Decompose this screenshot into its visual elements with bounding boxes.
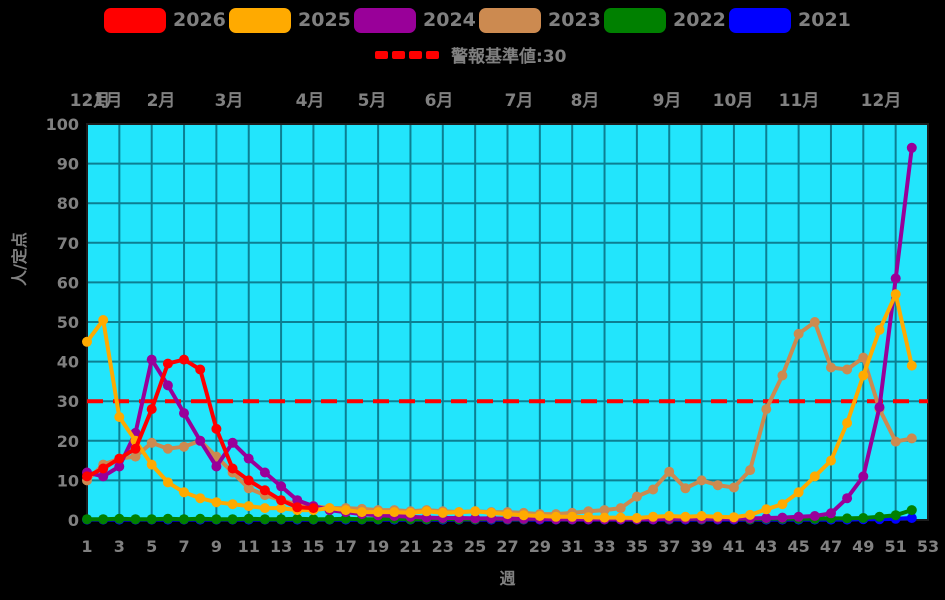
legend-item-2026: 2026 (104, 8, 229, 33)
x-tick-labels: 1 3 5 7 9 11 13 15 17 19 21 23 25 27 29 31 33 35 37 39 41 43 4… (81, 537, 939, 556)
svg-text:0: 0 (68, 511, 79, 530)
svg-text:7月: 7月 (505, 91, 534, 111)
svg-text:12月: 12月 (861, 91, 902, 111)
threshold-legend: 警報基準値:30 (375, 42, 566, 67)
svg-text:3: 3 (114, 537, 125, 556)
svg-text:45: 45 (787, 537, 809, 556)
legend-label: 2022 (673, 9, 726, 31)
legend-swatch (479, 8, 541, 33)
legend-item-2024: 2024 (354, 8, 479, 33)
legend-label: 2021 (798, 9, 851, 31)
svg-text:9月: 9月 (653, 91, 682, 111)
svg-text:13: 13 (270, 537, 292, 556)
legend-swatch (354, 8, 416, 33)
svg-text:12月: 12月 (70, 91, 111, 111)
svg-text:3月: 3月 (215, 91, 244, 111)
svg-text:7: 7 (178, 537, 189, 556)
y-tick-labels: 0 10 20 30 40 50 60 70 80 90 100 (46, 115, 79, 530)
svg-text:80: 80 (57, 194, 79, 213)
svg-text:23: 23 (432, 537, 454, 556)
svg-text:25: 25 (464, 537, 486, 556)
svg-text:40: 40 (57, 353, 79, 372)
svg-text:10月: 10月 (713, 91, 754, 111)
svg-text:21: 21 (399, 537, 421, 556)
legend-swatch (729, 8, 791, 33)
legend-item-2023: 2023 (479, 8, 604, 33)
svg-text:51: 51 (885, 537, 907, 556)
svg-text:1月: 1月 (94, 91, 123, 111)
svg-text:5月: 5月 (358, 91, 387, 111)
svg-text:49: 49 (852, 537, 874, 556)
svg-text:30: 30 (57, 392, 79, 411)
svg-text:31: 31 (561, 537, 583, 556)
y-axis-title: 人/定点 (10, 232, 29, 286)
svg-text:4月: 4月 (296, 91, 325, 111)
svg-text:9: 9 (211, 537, 222, 556)
svg-text:35: 35 (626, 537, 648, 556)
svg-text:1: 1 (81, 537, 92, 556)
svg-text:100: 100 (46, 115, 79, 134)
legend-item-2025: 2025 (229, 8, 354, 33)
legend: 2026 2025 2024 2023 2022 2021 (104, 8, 854, 33)
svg-text:37: 37 (658, 537, 680, 556)
legend-label: 2026 (173, 9, 226, 31)
svg-text:50: 50 (57, 313, 79, 332)
legend-swatch (104, 8, 166, 33)
svg-text:8月: 8月 (571, 91, 600, 111)
svg-text:15: 15 (302, 537, 324, 556)
legend-label: 2024 (423, 9, 476, 31)
x-axis-title: 週 (499, 569, 516, 588)
svg-text:5: 5 (146, 537, 157, 556)
threshold-label: 警報基準値:30 (451, 47, 567, 67)
svg-text:47: 47 (820, 537, 842, 556)
svg-text:90: 90 (57, 155, 79, 174)
svg-text:11月: 11月 (779, 91, 820, 111)
svg-text:27: 27 (496, 537, 518, 556)
svg-text:10: 10 (57, 471, 79, 490)
legend-label: 2023 (548, 9, 601, 31)
svg-text:33: 33 (593, 537, 615, 556)
legend-swatch (229, 8, 291, 33)
legend-item-2022: 2022 (604, 8, 729, 33)
svg-text:20: 20 (57, 432, 79, 451)
legend-item-2021: 2021 (729, 8, 854, 33)
legend-swatch (604, 8, 666, 33)
svg-text:19: 19 (367, 537, 389, 556)
svg-text:11: 11 (238, 537, 260, 556)
legend-label: 2025 (298, 9, 351, 31)
svg-text:17: 17 (335, 537, 357, 556)
svg-text:43: 43 (755, 537, 777, 556)
svg-text:39: 39 (690, 537, 712, 556)
svg-text:29: 29 (529, 537, 551, 556)
svg-text:6月: 6月 (425, 91, 454, 111)
svg-text:2月: 2月 (147, 91, 176, 111)
svg-text:41: 41 (723, 537, 745, 556)
threshold-dash-icon (375, 50, 443, 59)
svg-text:60: 60 (57, 273, 79, 292)
series-2026 (82, 354, 319, 514)
svg-text:70: 70 (57, 234, 79, 253)
svg-text:53: 53 (917, 537, 939, 556)
